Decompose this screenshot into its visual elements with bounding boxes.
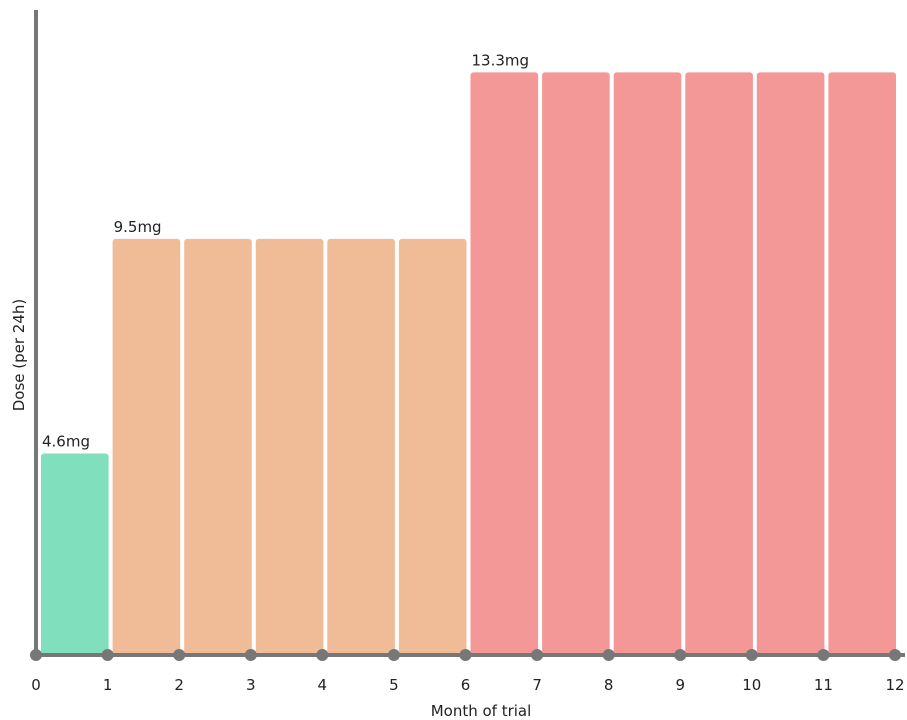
x-tick-label-0: 0: [31, 676, 41, 694]
x-tick-label-11: 11: [814, 676, 833, 694]
bar-month-11: [756, 72, 825, 655]
x-tick-label-6: 6: [461, 676, 471, 694]
x-tick-dot-5: [387, 649, 400, 661]
bar-month-3: [184, 238, 252, 655]
x-tick-label-10: 10: [742, 676, 761, 694]
data-labels-group: 4.6mg 9.5mg 13.3mg: [42, 51, 529, 450]
x-tick-dot-11: [817, 649, 830, 661]
bar-month-8: [542, 72, 610, 655]
x-tick-dot-2: [173, 649, 186, 661]
data-label-9-5mg: 9.5mg: [114, 218, 162, 236]
x-tick-dot-6: [459, 649, 472, 661]
bar-month-1: [41, 453, 109, 655]
bars-group: [41, 72, 896, 655]
x-tick-label-7: 7: [532, 676, 542, 694]
x-tick-label-12: 12: [885, 676, 904, 694]
x-tick-dot-10: [745, 649, 758, 661]
x-ticks-group: 0 1 2 3 4 5 6 7 8 9 10 11 12: [30, 649, 905, 694]
x-tick-dot-8: [602, 649, 615, 661]
bar-month-2: [112, 238, 181, 655]
x-tick-dot-9: [674, 649, 687, 661]
x-tick-label-8: 8: [604, 676, 614, 694]
x-axis-title: Month of trial: [431, 702, 532, 720]
x-tick-label-4: 4: [318, 676, 328, 694]
data-label-4-6mg: 4.6mg: [42, 433, 90, 451]
bar-month-5: [327, 238, 395, 655]
x-tick-dot-3: [244, 649, 257, 661]
x-tick-dot-7: [531, 649, 544, 661]
bar-month-4: [255, 238, 324, 655]
x-tick-label-9: 9: [676, 676, 686, 694]
x-tick-label-1: 1: [103, 676, 113, 694]
x-tick-label-3: 3: [246, 676, 256, 694]
data-label-13-3mg: 13.3mg: [472, 51, 530, 69]
y-axis-title: Dose (per 24h): [10, 299, 28, 412]
x-tick-label-5: 5: [389, 676, 399, 694]
bar-month-12: [828, 72, 896, 655]
bar-month-6: [398, 238, 467, 655]
x-tick-dot-12: [889, 649, 901, 661]
x-tick-label-2: 2: [174, 676, 184, 694]
bar-month-9: [613, 72, 682, 655]
x-tick-dot-4: [316, 649, 329, 661]
x-tick-dot-0: [30, 649, 42, 661]
bar-month-7: [470, 72, 539, 655]
x-tick-dot-1: [101, 649, 114, 661]
bar-month-10: [685, 72, 753, 655]
